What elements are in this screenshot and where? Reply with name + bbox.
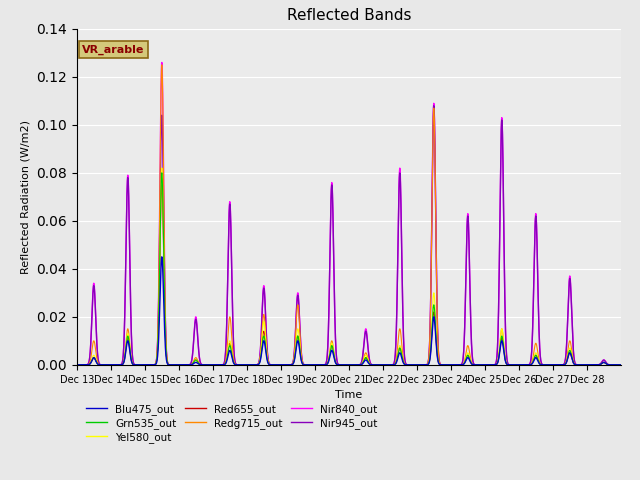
Text: VR_arable: VR_arable [82,44,145,55]
Title: Reflected Bands: Reflected Bands [287,9,411,24]
Legend: Blu475_out, Grn535_out, Yel580_out, Red655_out, Redg715_out, Nir840_out, Nir945_: Blu475_out, Grn535_out, Yel580_out, Red6… [82,400,381,447]
X-axis label: Time: Time [335,390,362,400]
Y-axis label: Reflected Radiation (W/m2): Reflected Radiation (W/m2) [20,120,31,274]
